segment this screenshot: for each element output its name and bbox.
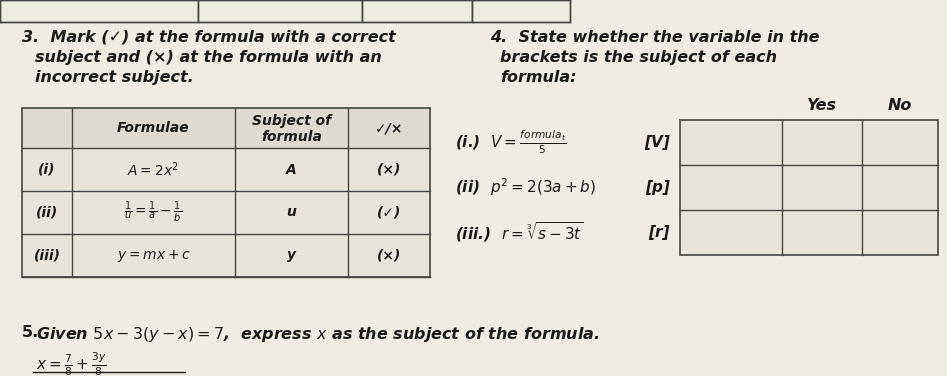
Bar	[22, 191, 430, 234]
Text: ✓/×: ✓/×	[375, 121, 403, 135]
Text: 3.  Mark (✓) at the formula with a correct: 3. Mark (✓) at the formula with a correc…	[22, 30, 396, 45]
Text: incorrect subject.: incorrect subject.	[35, 70, 194, 85]
Text: No: No	[887, 99, 912, 114]
Text: Subject of: Subject of	[252, 114, 331, 128]
Text: 5.: 5.	[22, 325, 39, 340]
Text: (×): (×)	[377, 249, 402, 262]
Text: brackets is the subject of each: brackets is the subject of each	[500, 50, 777, 65]
Text: A: A	[286, 162, 296, 176]
Bar	[0, 0, 198, 22]
Text: (i): (i)	[38, 162, 56, 176]
Bar	[680, 165, 938, 210]
Text: Yes: Yes	[807, 99, 837, 114]
Text: subject and (×) at the formula with an: subject and (×) at the formula with an	[35, 50, 382, 65]
Text: $\frac{1}{u}=\frac{1}{a}-\frac{1}{b}$: $\frac{1}{u}=\frac{1}{a}-\frac{1}{b}$	[124, 200, 183, 225]
Text: (ii)  $p^2 = 2(3a+b)$: (ii) $p^2 = 2(3a+b)$	[455, 177, 596, 199]
Bar	[22, 148, 430, 191]
Text: (×): (×)	[377, 162, 402, 176]
Text: y: y	[287, 249, 296, 262]
Text: [r]: [r]	[649, 225, 670, 240]
Text: Given $5x - 3(y - x) = 7$,  express $x$ as the subject of the formula.: Given $5x - 3(y - x) = 7$, express $x$ a…	[36, 325, 599, 344]
Text: $y = mx + c$: $y = mx + c$	[116, 247, 190, 264]
Bar	[680, 120, 938, 255]
Bar	[472, 0, 570, 22]
Text: Formulae: Formulae	[117, 121, 189, 135]
Text: u: u	[287, 206, 296, 220]
Bar	[22, 234, 430, 277]
Text: 4.  State whether the variable in the: 4. State whether the variable in the	[490, 30, 819, 45]
Text: (✓): (✓)	[377, 206, 402, 220]
Bar	[22, 108, 430, 277]
Bar	[680, 120, 938, 165]
Bar	[680, 210, 938, 255]
Bar	[198, 0, 362, 22]
Bar	[362, 0, 472, 22]
Text: (iii.)  $r = \sqrt[3]{s-3t}$: (iii.) $r = \sqrt[3]{s-3t}$	[455, 221, 583, 244]
Bar	[22, 108, 430, 148]
Text: $A = 2x^{2}$: $A = 2x^{2}$	[128, 160, 180, 179]
Text: [V]: [V]	[644, 135, 670, 150]
Text: formula: formula	[261, 130, 322, 144]
Text: (iii): (iii)	[33, 249, 61, 262]
Text: $x = \frac{7}{8} + \frac{3y}{8}$: $x = \frac{7}{8} + \frac{3y}{8}$	[36, 350, 107, 376]
Text: [p]: [p]	[645, 180, 670, 195]
Text: formula:: formula:	[500, 70, 577, 85]
Text: (ii): (ii)	[36, 206, 58, 220]
Text: (i.)  $V = \frac{formula_t}{5}$: (i.) $V = \frac{formula_t}{5}$	[455, 129, 566, 156]
